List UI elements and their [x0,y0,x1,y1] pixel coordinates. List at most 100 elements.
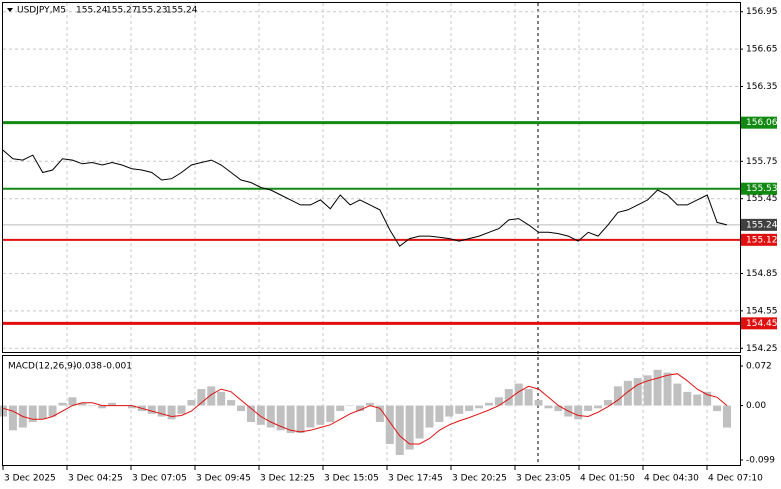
level-box [741,317,777,330]
histogram-bar [633,378,642,406]
histogram-bar [286,405,295,434]
histogram-bar [603,400,612,406]
y-tick-label: 154.85 [746,269,778,279]
level-label: 155.53 [746,184,778,194]
level-label: 155.12 [746,235,778,245]
y-tick-label: 156.35 [746,82,778,92]
histogram-bar [643,375,652,406]
histogram-bar [455,405,464,414]
histogram-bar [534,400,543,406]
histogram-bar [356,405,365,412]
ohlc-value: 155.27 [106,6,138,16]
x-tick-label: 3 Dec 23:05 [516,474,571,484]
histogram-bar [127,405,136,409]
histogram-bar [177,405,186,414]
signal-line [2,373,728,445]
current-price-box [741,218,777,231]
histogram-bar [8,405,17,431]
macd-reading: -0.038 [73,362,102,372]
histogram-bar [48,405,57,417]
histogram-bar [683,391,692,406]
histogram-bar [316,405,325,425]
histogram-bar [465,405,474,412]
histogram-bar [673,383,682,406]
histogram-bar [336,405,345,412]
price-line [2,149,728,247]
symbol: USDJPY,M5 [17,6,66,16]
level-box [741,116,777,129]
level-box [741,182,777,195]
histogram-bar [326,405,335,423]
histogram-bar [445,405,454,417]
histogram-bar [296,405,305,434]
histogram-bar [0,405,7,417]
histogram-bar [544,405,553,409]
histogram-bar [395,405,404,456]
x-tick-label: 3 Dec 04:25 [68,474,123,484]
y-tick-label: 156.95 [746,7,778,17]
level-box [741,233,777,246]
x-tick-label: 3 Dec 09:45 [196,474,251,484]
histogram-bar [425,405,434,428]
menu-arrow[interactable] [7,8,13,12]
histogram-bar [98,405,107,409]
current-price-label: 155.24 [746,220,778,230]
histogram-bar [484,402,493,406]
x-tick-label: 3 Dec 15:05 [324,474,379,484]
x-tick-label: 3 Dec 17:45 [388,474,443,484]
x-tick-label: 3 Dec 12:25 [260,474,315,484]
histogram-bar [227,400,236,406]
histogram-bar [306,405,315,428]
histogram-bar [28,405,37,423]
histogram-bar [663,372,672,406]
histogram-bar [217,391,226,406]
macd-frame [2,355,741,466]
histogram-bar [58,402,67,406]
histogram-bar [78,402,87,406]
histogram-bar [246,405,255,423]
histogram-bar [266,405,275,428]
histogram-bar [385,405,394,445]
ohlc-value: 155.24 [76,6,108,16]
x-tick-label: 4 Dec 01:50 [580,474,635,484]
histogram-bar [723,405,731,428]
histogram-bar [415,405,424,439]
histogram-bar [514,383,523,406]
histogram-bar [375,405,384,423]
histogram-bar [584,405,593,412]
histogram-bar [88,405,97,407]
x-tick-label: 4 Dec 04:30 [644,474,699,484]
histogram-bar [554,405,563,412]
histogram-bar [594,405,603,409]
histogram-bar [703,391,712,406]
histogram-bar [613,386,622,406]
y-tick-label: 156.65 [746,45,778,55]
histogram-bar [147,405,156,414]
histogram-bar [237,405,246,412]
ohlc-value: 155.24 [166,6,198,16]
level-label: 154.45 [746,319,778,329]
x-tick-label: 3 Dec 2025 [4,474,56,484]
histogram-bar [68,397,77,406]
histogram-bar [256,405,265,425]
histogram-bar [157,405,166,417]
ohlc-value: 155.23 [136,6,168,16]
histogram-bar [435,405,444,423]
level-label: 156.06 [746,118,778,128]
histogram-bar [524,389,533,406]
histogram-bar [475,405,484,409]
y-tick-label: 155.45 [746,194,778,204]
plot-layer [0,3,740,466]
histogram-bar [504,389,513,406]
y-tick-label: 155.75 [746,157,778,167]
histogram-bar [693,394,702,406]
y-tick-label: 154.55 [746,306,778,316]
histogram-bar [207,386,216,406]
main-frame [2,2,741,353]
y-tick-label: -0.099 [746,455,775,465]
histogram-bar [187,400,196,406]
histogram-bar [167,405,176,420]
histogram-bar [38,405,47,420]
histogram-bar [623,380,632,406]
